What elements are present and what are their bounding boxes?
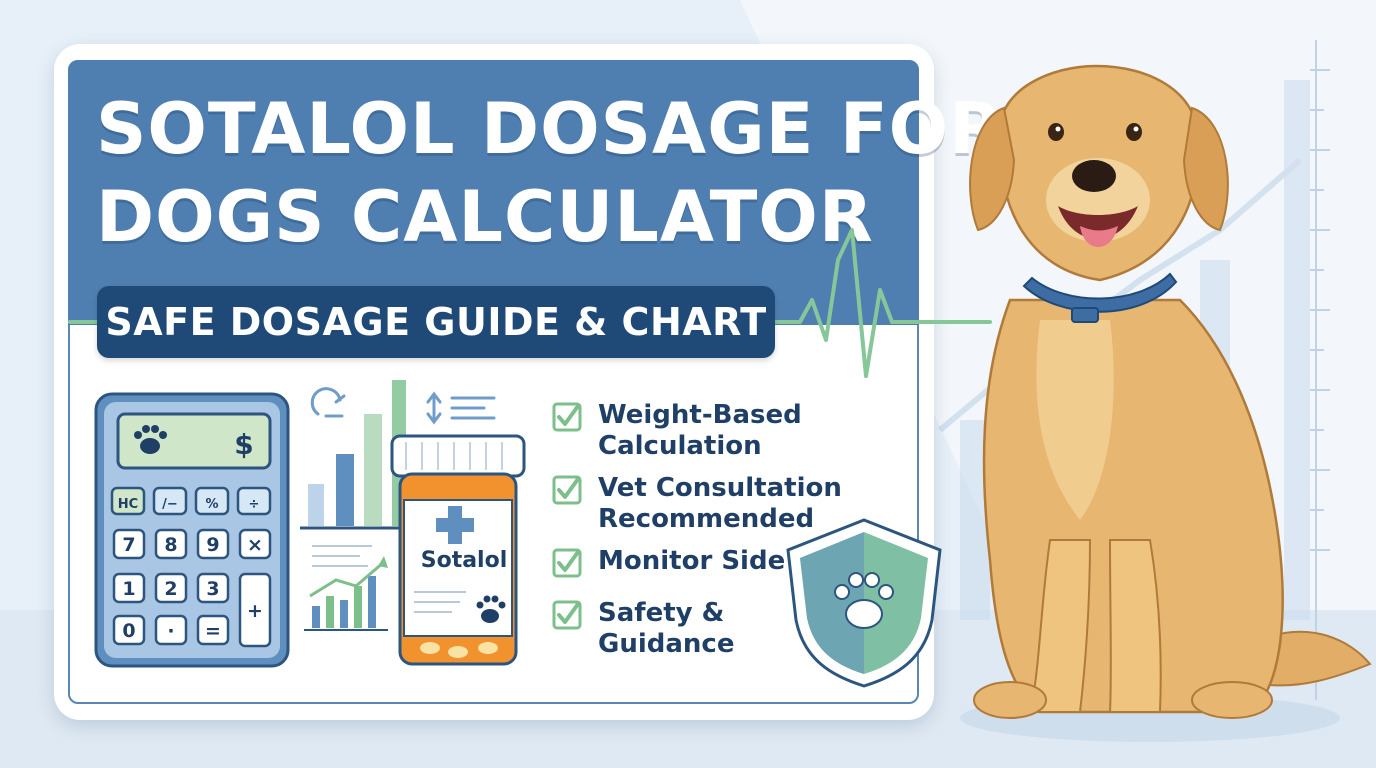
subtitle-text: SAFE DOSAGE GUIDE & CHART <box>105 300 767 344</box>
paw-icon <box>476 595 506 623</box>
calculator-key-label: 0 <box>122 620 135 642</box>
calculator-key-label: 2 <box>164 578 177 600</box>
calculator-key-label: + <box>247 600 263 622</box>
check-icon <box>552 548 582 578</box>
feature-label: Safety & <box>598 598 725 628</box>
calculator-key: % <box>194 486 230 516</box>
calculator-key-label: × <box>247 534 263 556</box>
feature-label: Vet Consultation <box>598 473 842 503</box>
feature-label: Monitor Side <box>598 546 786 576</box>
paw-icon <box>134 425 167 454</box>
feature-label: Recommended <box>598 504 815 534</box>
calculator-key-label: ÷ <box>249 497 260 512</box>
calculator-key: 8 <box>154 528 188 560</box>
calculator-key-label: /− <box>162 497 178 512</box>
calculator-key: + <box>238 572 272 648</box>
page-title-line-1: SOTALOL DOSAGE FOR <box>96 88 1005 170</box>
feature-label: Calculation <box>598 431 762 461</box>
medical-cross-icon <box>436 506 474 544</box>
calculator-key: 3 <box>196 572 230 604</box>
check-icon <box>552 600 582 630</box>
calculator-key-label: HC <box>118 497 138 512</box>
pill-bottle-label: Sotalol <box>420 548 508 573</box>
calculator-key: 1 <box>112 572 146 604</box>
paw-icon <box>834 572 894 629</box>
calculator-key: 0 <box>112 614 146 646</box>
calculator-key-label: = <box>205 620 221 642</box>
check-icon <box>552 475 582 505</box>
calculator-key: 2 <box>154 572 188 604</box>
calculator-key: 7 <box>112 528 146 560</box>
calculator-key: = <box>196 614 230 646</box>
calculator-key: ÷ <box>236 486 272 516</box>
calculator-key-label: % <box>205 497 218 512</box>
calculator-key: 9 <box>196 528 230 560</box>
calculator-key: /− <box>152 486 188 516</box>
calculator-display-symbol: $ <box>234 428 253 461</box>
feature-label: Guidance <box>598 629 735 659</box>
calculator-key-label: · <box>167 620 174 642</box>
calculator-key: HC <box>110 486 146 516</box>
title-banner <box>68 60 919 325</box>
subtitle-badge: SAFE DOSAGE GUIDE & CHART <box>97 286 775 358</box>
feature-item: Weight-Based Calculation <box>552 400 802 462</box>
calculator-key: × <box>238 528 272 560</box>
feature-item: Safety & Guidance <box>552 598 734 660</box>
calculator-key-label: 7 <box>122 534 135 556</box>
feature-item: Vet Consultation Recommended <box>552 473 842 535</box>
feature-label: Weight-Based <box>598 400 802 430</box>
page-title-line-2: DOGS CALCULATOR <box>96 176 874 258</box>
calculator-key-label: 3 <box>206 578 219 600</box>
calculator-key-label: 8 <box>164 534 177 556</box>
calculator-key-label: 1 <box>122 578 135 600</box>
check-icon <box>552 402 582 432</box>
calculator-key: · <box>154 614 188 646</box>
feature-item: Monitor Side <box>552 546 785 578</box>
calculator-key-label: 9 <box>206 534 219 556</box>
